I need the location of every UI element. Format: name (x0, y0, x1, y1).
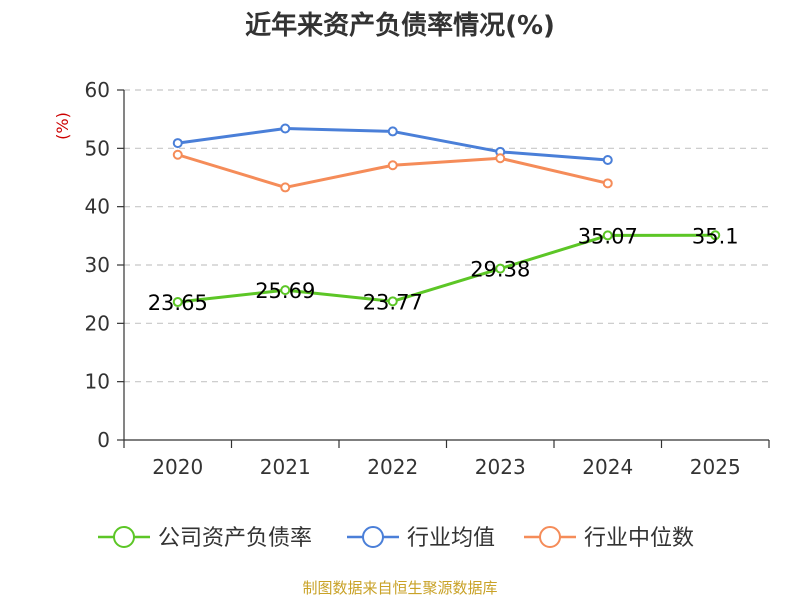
chart-title: 近年来资产负债率情况(%) (245, 10, 555, 41)
data-point (710, 230, 721, 241)
y-tick-label: 10 (85, 370, 110, 394)
data-point (602, 230, 613, 241)
gridlines (124, 89, 769, 383)
legend-label: 行业均值 (407, 526, 495, 551)
series-line (176, 233, 717, 304)
series-line (176, 153, 610, 189)
data-label: 35.07 (578, 224, 638, 248)
legend-swatch-marker (362, 526, 384, 548)
data-label: 23.77 (363, 290, 423, 314)
series-layer (172, 123, 721, 308)
x-tick-label: 2020 (152, 455, 203, 479)
x-tick-label: 2023 (475, 455, 526, 479)
data-point (495, 153, 506, 164)
data-point (387, 160, 398, 171)
y-axis-unit-label: (%) (53, 112, 72, 140)
data-point (387, 296, 398, 307)
data-point (602, 155, 613, 165)
y-tick-label: 30 (85, 253, 110, 277)
data-label: 29.38 (470, 258, 530, 282)
x-tick-label: 2022 (367, 455, 418, 479)
data-labels: 23.65 25.69 23.77 29.38 35.07 35.1 (148, 224, 739, 315)
data-point (495, 263, 506, 274)
y-tick-label: 50 (85, 136, 110, 160)
data-point (280, 123, 291, 134)
legend-label: 公司资产负债率 (158, 526, 312, 551)
x-tick-label: 2021 (260, 455, 311, 479)
data-point (387, 126, 398, 137)
data-point (172, 138, 183, 149)
data-label: 35.1 (692, 224, 739, 248)
y-tick-label: 20 (85, 311, 110, 335)
legend-swatch-marker (539, 526, 561, 548)
x-tick-label: 2025 (690, 455, 741, 479)
y-tick-label: 40 (85, 195, 110, 219)
legend: 公司资产负债率 行业均值 行业中位数 (98, 526, 694, 551)
legend-swatch-marker (113, 526, 135, 548)
data-point (172, 149, 183, 160)
data-label: 23.65 (148, 291, 208, 315)
data-point (602, 178, 613, 189)
source-note: 制图数据来自恒生聚源数据库 (302, 579, 497, 597)
data-point (172, 297, 183, 308)
axes: 0 10 20 30 40 50 60 2020 2021 2022 2023 2024 2025 (85, 78, 770, 479)
data-point (280, 285, 291, 296)
x-tick-label: 2024 (582, 455, 633, 479)
legend-label: 行业中位数 (584, 526, 694, 551)
data-label: 25.69 (255, 279, 315, 303)
y-tick-label: 60 (85, 78, 110, 102)
data-point (280, 182, 291, 193)
y-tick-label: 0 (97, 428, 110, 452)
